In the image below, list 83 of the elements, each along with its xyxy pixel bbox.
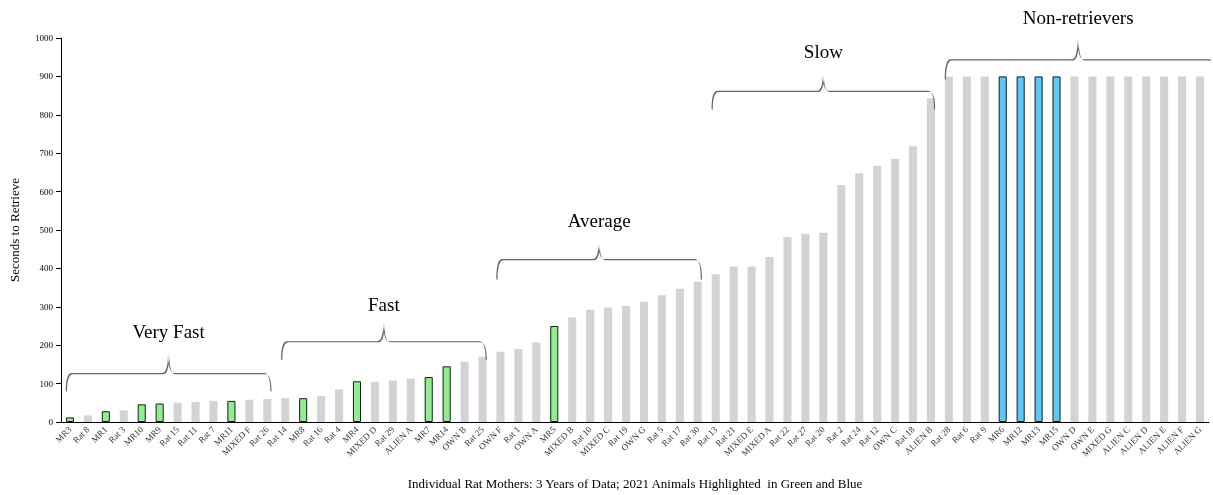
- x-axis-title: Individual Rat Mothers: 3 Years of Data; 2021 Animals Highlighted in Green and Blue: [407, 476, 863, 491]
- x-tick-label: Rat 8: [70, 424, 92, 446]
- bar: [209, 400, 218, 422]
- bar: [622, 306, 631, 422]
- bar: [1196, 76, 1205, 422]
- bar: [855, 173, 864, 422]
- bar: [281, 398, 290, 422]
- bar: [639, 301, 648, 422]
- bar: [245, 399, 254, 422]
- bar: [263, 398, 272, 422]
- y-tick-label: 500: [39, 225, 54, 235]
- bar: [1052, 76, 1061, 422]
- bar: [137, 404, 146, 422]
- bar: [801, 233, 810, 422]
- bar: [944, 76, 953, 422]
- bar: [1088, 76, 1097, 422]
- bar: [370, 381, 379, 422]
- bar: [550, 326, 559, 422]
- bar: [406, 378, 415, 422]
- y-tick-label: 700: [39, 148, 54, 159]
- y-tick-label: 600: [39, 186, 54, 197]
- annotation: Very Fast: [132, 321, 206, 343]
- bar: [586, 309, 595, 422]
- y-tick-label: 800: [39, 109, 54, 120]
- annotation: Average: [567, 209, 631, 231]
- bar: [496, 351, 505, 422]
- y-tick-label: 100: [39, 378, 54, 389]
- y-tick-label: 1000: [35, 33, 54, 43]
- bar: [388, 380, 397, 422]
- bar: [442, 366, 451, 422]
- bar: [1016, 76, 1025, 422]
- bar: [1070, 76, 1079, 422]
- y-tick-label: 400: [39, 263, 54, 274]
- bar: [1034, 76, 1043, 422]
- bar: [191, 402, 200, 422]
- bar: [783, 236, 792, 422]
- bar: [173, 402, 182, 422]
- y-tick-label: 200: [39, 340, 54, 351]
- bar: [891, 158, 900, 422]
- bar: [65, 417, 74, 422]
- bar: [998, 76, 1007, 422]
- annotation: Slow: [803, 41, 844, 63]
- bar: [1124, 76, 1133, 422]
- bar: [962, 76, 971, 422]
- bar: [819, 232, 828, 422]
- annotation: Fast: [368, 293, 401, 315]
- bar: [765, 256, 774, 422]
- bar: [873, 165, 882, 422]
- y-tick-label: 300: [39, 301, 54, 312]
- bar: [909, 146, 918, 422]
- bar: [711, 274, 720, 422]
- bar: [424, 377, 433, 422]
- bar: [675, 288, 684, 422]
- bar: [352, 381, 361, 422]
- bar: [693, 281, 702, 422]
- bar: [478, 356, 487, 422]
- y-tick-label: 0: [48, 417, 54, 427]
- y-tick-label: 900: [39, 71, 54, 82]
- bar: [155, 403, 164, 422]
- y-axis-title: Seconds to Retrieve: [7, 177, 22, 282]
- bar: [514, 349, 523, 422]
- bar: [729, 266, 738, 422]
- bar: [837, 185, 846, 422]
- bar: [1106, 76, 1115, 422]
- bar: [657, 295, 666, 422]
- bar: [568, 317, 577, 422]
- bar: [1160, 76, 1169, 422]
- bar: [83, 415, 92, 422]
- bar: [926, 98, 935, 422]
- bar: [980, 76, 989, 422]
- bar: [1142, 76, 1151, 422]
- text: Non-retrievers: [1022, 6, 1134, 28]
- bar: [317, 395, 326, 422]
- bar: [604, 307, 613, 422]
- bar: [119, 410, 128, 422]
- bar: [335, 389, 344, 422]
- bar: [1178, 76, 1187, 422]
- bar: [299, 398, 308, 422]
- bar: [747, 266, 756, 422]
- bar: [460, 361, 469, 422]
- bar: [227, 400, 236, 422]
- bar: [101, 411, 110, 422]
- bar: [532, 342, 541, 422]
